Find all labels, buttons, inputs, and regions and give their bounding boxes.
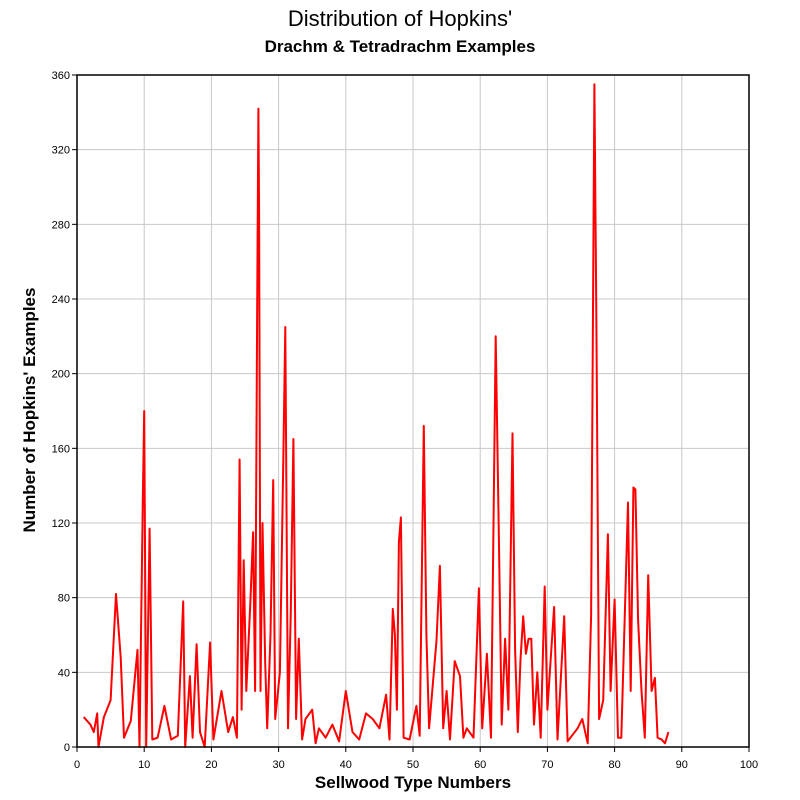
y-tick-label: 240 [52,294,70,306]
x-tick-label: 60 [474,759,486,771]
tick-labels: 0 10 20 30 40 50 60 70 80 90 100 0 40 80 120 160 200 240 2… [52,70,759,771]
chart-subtitle: Drachm & Tetradrachm Examples [264,37,536,56]
x-tick-label: 100 [740,759,758,771]
x-tick-label: 0 [74,759,80,771]
series-line [82,83,670,748]
y-tick-label: 280 [52,219,70,231]
x-tick-label: 80 [608,759,620,771]
y-tick-label: 320 [52,145,70,157]
y-tick-label: 160 [52,443,70,455]
x-tick-label: 90 [676,759,688,771]
chart-title: Distribution of Hopkins' [287,6,513,31]
y-tick-label: 80 [58,593,70,605]
plot-frame [76,74,750,748]
x-tick-label: 40 [340,759,352,771]
y-tick-label: 0 [64,742,70,754]
y-tick-label: 120 [52,518,70,530]
x-tick-label: 30 [272,759,284,771]
x-tick-label: 70 [541,759,553,771]
x-tick-label: 10 [138,759,150,771]
y-tick-label: 360 [52,70,70,82]
x-tick-label: 20 [205,759,217,771]
series [82,83,670,748]
y-tick-label: 200 [52,369,70,381]
x-tick-label: 50 [407,759,419,771]
x-axis-label: Sellwood Type Numbers [314,773,512,792]
y-tick-label: 40 [58,667,70,679]
